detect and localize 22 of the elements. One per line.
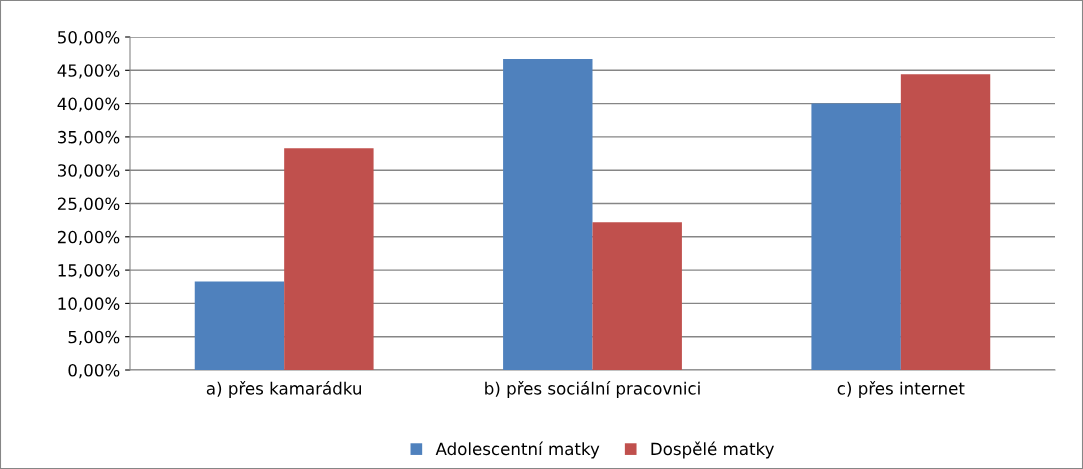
bar bbox=[194, 281, 285, 370]
bar bbox=[811, 103, 901, 370]
y-tick-label: 35,00% bbox=[58, 130, 120, 146]
y-tick-label: 40,00% bbox=[57, 97, 120, 112]
bar bbox=[503, 58, 593, 370]
legend-label: Dospělé matky bbox=[651, 441, 774, 459]
y-tick-label: 50,00% bbox=[58, 30, 120, 46]
y-tick-label: 5,00% bbox=[68, 330, 120, 345]
y-tick-label: 0,00% bbox=[68, 363, 120, 379]
y-tick-label: 15,00% bbox=[58, 264, 120, 279]
y-tick-label: 45,00% bbox=[57, 64, 120, 79]
legend-label: Adolescentní matky bbox=[435, 441, 600, 459]
y-tick-label: 30,00% bbox=[58, 164, 120, 179]
bar bbox=[592, 222, 682, 370]
y-tick-label: 20,00% bbox=[57, 230, 120, 246]
x-tick-label: b) přes sociální pracovnici bbox=[485, 381, 700, 398]
x-tick-label: c) přes internet bbox=[837, 381, 965, 398]
y-tick-label: 25,00% bbox=[57, 197, 120, 212]
y-tick-label: 10,00% bbox=[58, 297, 120, 312]
bar bbox=[900, 74, 991, 370]
bar bbox=[284, 148, 374, 370]
x-tick-label: a) přes kamarádku bbox=[206, 381, 361, 398]
